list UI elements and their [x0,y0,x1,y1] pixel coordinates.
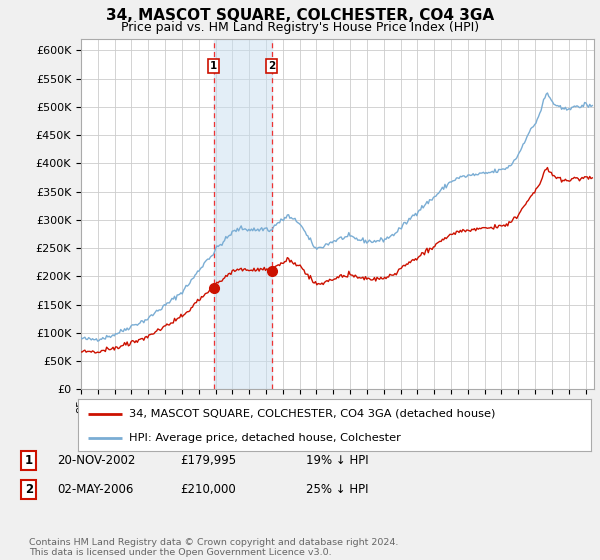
Text: Contains HM Land Registry data © Crown copyright and database right 2024.
This d: Contains HM Land Registry data © Crown c… [29,538,398,557]
Text: HPI: Average price, detached house, Colchester: HPI: Average price, detached house, Colc… [130,433,401,443]
Text: 19% ↓ HPI: 19% ↓ HPI [306,454,368,467]
Text: 1: 1 [25,454,33,467]
Text: 20-NOV-2002: 20-NOV-2002 [57,454,136,467]
Text: £179,995: £179,995 [180,454,236,467]
Text: 2: 2 [25,483,33,496]
Text: 02-MAY-2006: 02-MAY-2006 [57,483,133,496]
Text: £210,000: £210,000 [180,483,236,496]
Text: 34, MASCOT SQUARE, COLCHESTER, CO4 3GA (detached house): 34, MASCOT SQUARE, COLCHESTER, CO4 3GA (… [130,409,496,419]
Text: 25% ↓ HPI: 25% ↓ HPI [306,483,368,496]
Text: 2: 2 [268,61,275,71]
Text: Price paid vs. HM Land Registry's House Price Index (HPI): Price paid vs. HM Land Registry's House … [121,21,479,34]
Text: 34, MASCOT SQUARE, COLCHESTER, CO4 3GA: 34, MASCOT SQUARE, COLCHESTER, CO4 3GA [106,8,494,24]
Text: 1: 1 [210,61,217,71]
Bar [214,39,272,389]
